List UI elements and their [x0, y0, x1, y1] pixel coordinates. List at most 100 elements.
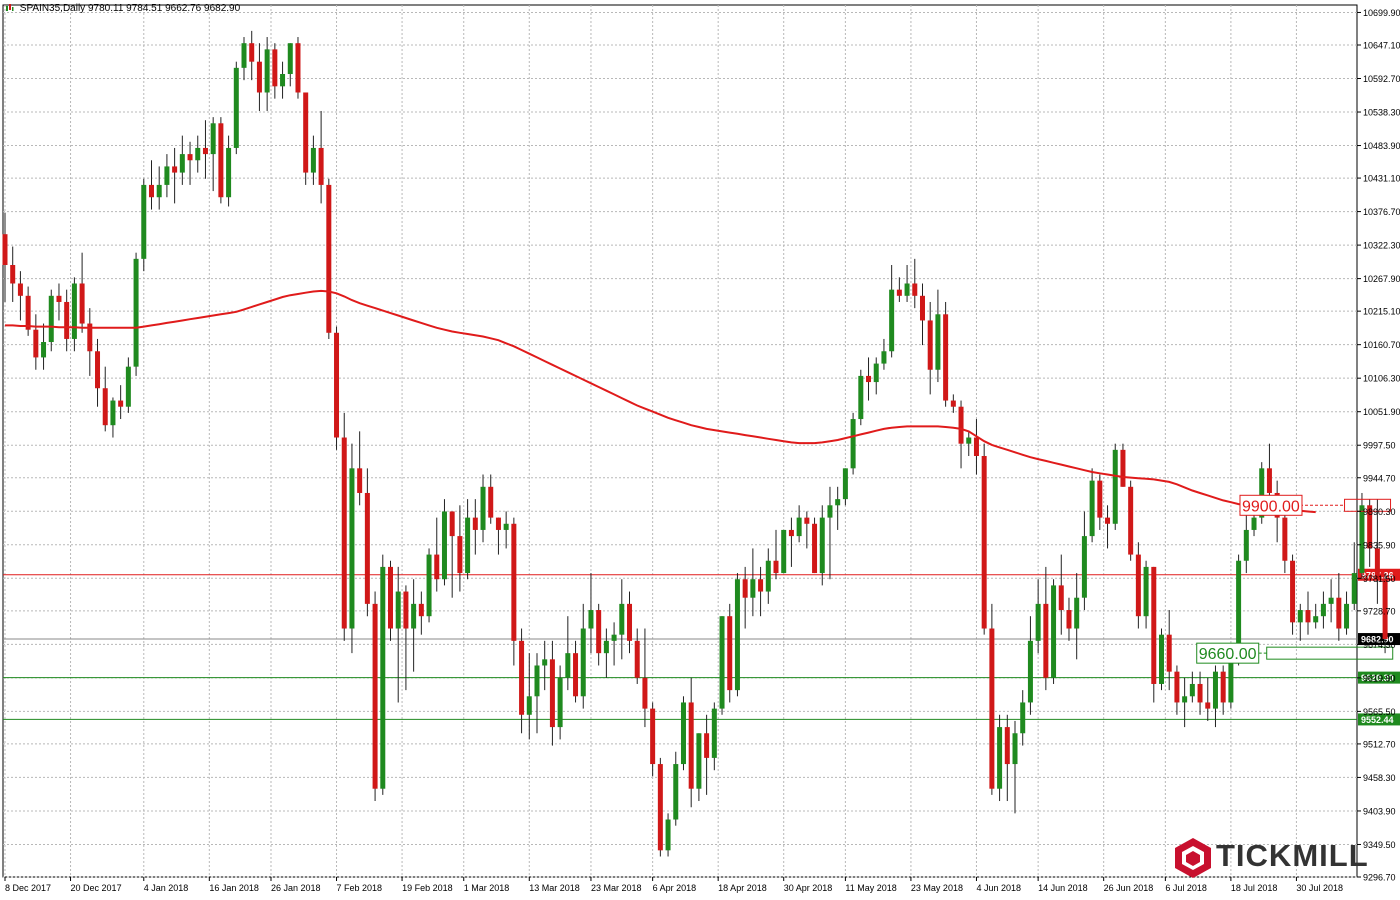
plot-frame	[2, 4, 1358, 878]
y-tick-label: 10267.90	[1363, 274, 1400, 284]
candle-body	[580, 628, 586, 697]
candle-body	[403, 591, 409, 629]
candle-body	[17, 283, 23, 296]
candle-body	[1027, 640, 1033, 703]
x-tick-label: 30 Jul 2018	[1296, 883, 1343, 893]
y-tick-label: 10376.70	[1363, 207, 1400, 217]
candle-body	[634, 640, 640, 678]
candle-body	[1236, 560, 1242, 660]
candle-body	[1159, 634, 1164, 684]
candle-body	[919, 295, 925, 321]
candle-body	[873, 363, 879, 383]
candle-body	[904, 283, 910, 296]
candle-body	[1367, 505, 1373, 549]
candle-body	[511, 523, 517, 641]
moving-average	[5, 289, 1316, 514]
candle-body	[495, 517, 501, 530]
candle-body	[164, 166, 170, 185]
candle-body	[881, 351, 887, 364]
candle-body	[210, 123, 216, 155]
target-label: 9900.00	[1242, 498, 1300, 515]
candle-body	[1212, 671, 1218, 709]
y-tick-label: 9781.50	[1363, 574, 1396, 584]
candle-body	[1282, 517, 1288, 561]
candle-body	[1143, 566, 1149, 617]
candle-body	[627, 603, 633, 641]
candle-body	[64, 301, 70, 339]
candle-body	[280, 74, 286, 87]
candle-body	[1266, 468, 1272, 493]
y-tick-label: 10215.10	[1363, 307, 1400, 317]
candle-body	[395, 591, 401, 629]
candle-body	[411, 603, 417, 629]
candle-body	[742, 579, 748, 598]
x-tick-label: 4 Jan 2018	[144, 883, 189, 893]
x-tick-label: 7 Feb 2018	[337, 883, 383, 893]
target-label-box	[1239, 494, 1303, 516]
candle-body	[187, 154, 193, 161]
candle-body	[388, 566, 393, 629]
candle-body	[565, 653, 571, 678]
candle-body	[372, 603, 378, 789]
candle-body	[25, 295, 31, 330]
candle-body	[750, 579, 756, 598]
candle-body	[226, 147, 232, 198]
candle-body	[896, 289, 902, 296]
target-label-box	[1196, 642, 1260, 664]
candle-body	[927, 320, 933, 370]
candle-body	[765, 560, 771, 592]
candle-body	[989, 628, 995, 789]
candle-body	[711, 708, 717, 758]
candle-body	[850, 419, 856, 469]
price-tag-label: 9552.44	[1361, 715, 1394, 725]
candle-body	[650, 708, 656, 765]
candle-body	[1328, 597, 1334, 604]
candle-body	[1012, 733, 1018, 765]
y-tick-label: 9997.50	[1363, 441, 1396, 451]
candle-body	[1051, 585, 1057, 678]
candle-body	[950, 400, 956, 407]
candle-body	[796, 517, 802, 537]
x-tick-label: 20 Dec 2017	[71, 883, 122, 893]
candle-body	[71, 283, 77, 339]
candle-body	[1359, 505, 1365, 574]
candle-body	[688, 702, 694, 789]
price-axis: 10699.90 10647.10 10592.70 10538.30 10483.90…	[1357, 8, 1400, 883]
candle-body	[272, 49, 278, 87]
chart-grid	[2, 4, 1358, 878]
candle-body	[202, 147, 208, 155]
x-tick-label: 16 Jan 2018	[209, 883, 259, 893]
candle-body	[611, 634, 617, 641]
candle-body	[912, 283, 918, 296]
candle-body	[449, 511, 455, 537]
x-tick-label: 11 May 2018	[845, 883, 896, 893]
candle-body	[804, 517, 810, 524]
candle-body	[1205, 702, 1211, 709]
candle-body	[1344, 603, 1350, 629]
x-tick-label: 8 Dec 2017	[5, 883, 51, 893]
candle-body	[10, 265, 16, 284]
x-tick-label: 30 Apr 2018	[784, 883, 833, 893]
price-tag	[1358, 671, 1400, 684]
candle-body	[665, 819, 671, 851]
x-tick-label: 26 Jun 2018	[1104, 883, 1154, 893]
candle-body	[480, 486, 486, 530]
candle-body	[341, 437, 347, 629]
candle-body	[133, 258, 139, 367]
candle-body	[788, 529, 794, 537]
candle-body	[326, 184, 332, 333]
candle-body	[519, 640, 525, 715]
y-tick-label: 9512.70	[1363, 739, 1396, 749]
chart-header: SPAIN35,Daily 9780.11 9784.51 9662.76 96…	[5, 3, 240, 14]
candle-body	[1374, 548, 1380, 580]
candle-body	[1243, 529, 1249, 561]
candle-body	[1182, 696, 1188, 703]
x-tick-label: 1 Mar 2018	[464, 883, 510, 893]
y-tick-label: 9296.70	[1363, 873, 1396, 883]
ohlc-readout: 9780.11 9784.51 9662.76 9682.90	[87, 3, 241, 14]
candle-body	[426, 554, 432, 617]
candle-body	[542, 659, 548, 666]
candle-body	[673, 764, 679, 820]
y-tick-label: 10483.90	[1363, 141, 1400, 151]
candle-body	[1089, 480, 1095, 537]
